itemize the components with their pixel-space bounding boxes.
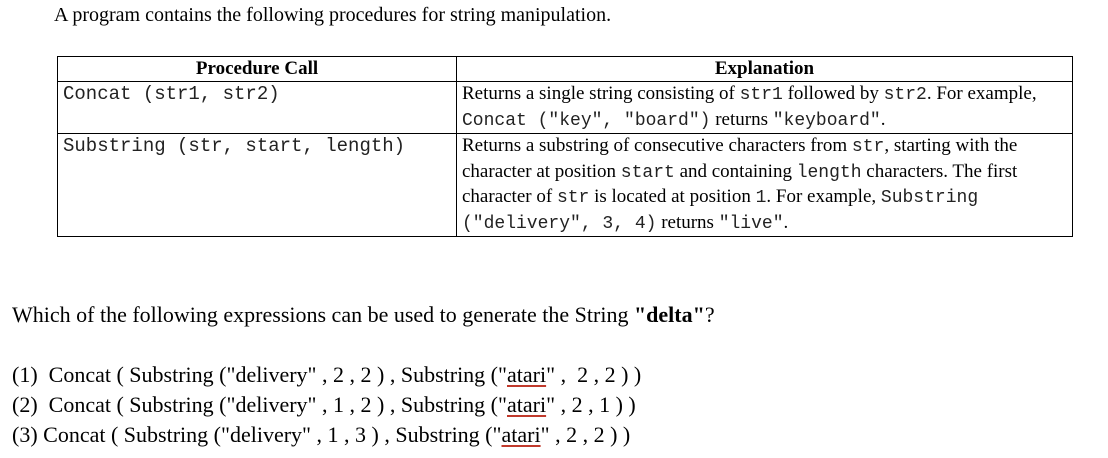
code-fragment: str [851,137,885,157]
procedure-table: Procedure Call Explanation Concat (str1,… [57,56,1073,237]
explanation-text: . For example, [766,186,881,207]
procedure-call-substring: Substring (str, start, length) [57,133,457,237]
explanation-text: returns [710,108,773,130]
table-row-substring: Substring (str, start, length) Returns a… [57,133,1073,237]
option-label: (1) [12,362,49,387]
option-expression-end: " , 2 , 1 ) ) [546,392,636,417]
option-2: (2) Concat ( Substring ("delivery" , 1 ,… [12,390,641,420]
option-expression: Concat ( Substring ("delivery" , 1 , 2 )… [48,392,507,417]
explanation-text: is located at position [589,186,756,207]
question-text: Which of the following expressions can b… [12,300,715,330]
table-header-row: Procedure Call Explanation [57,56,1073,82]
explanation-text: . [783,211,789,233]
option-3: (3) Concat ( Substring ("delivery" , 1 ,… [12,420,641,450]
header-procedure-call: Procedure Call [57,56,457,82]
option-expression: Concat ( Substring ("delivery" , 2 , 2 )… [48,362,507,387]
code-fragment: "live" [718,213,784,234]
header-explanation: Explanation [456,56,1073,82]
answer-options: (1) Concat ( Substring ("delivery" , 2 ,… [12,360,641,450]
code-fragment: str2 [883,85,927,105]
code-fragment: Substring ("delivery", 3, 4) [462,188,979,234]
code-fragment: 1 [755,188,767,208]
explanation-text: characters. The first character of [462,160,1018,208]
code-fragment: start [620,162,675,183]
explanation-text: . [880,108,886,130]
question-target-string: "delta" [633,302,705,327]
explanation-text: followed by [782,83,884,104]
question-suffix: ? [704,302,715,327]
explanation-substring: Returns a substring of consecutive chara… [456,133,1073,237]
code-fragment: Concat ("key", "board") [462,110,711,131]
option-1: (1) Concat ( Substring ("delivery" , 2 ,… [12,360,641,390]
explanation-text: , starting with the character at positio… [462,135,1018,182]
explanation-text: and containing [674,160,797,182]
code-fragment: "keyboard" [772,110,881,131]
explanation-text: Returns a substring of consecutive chara… [462,135,852,156]
question-prefix: Which of the following expressions can b… [12,302,634,327]
option-expression-end: " , 2 , 2 ) ) [546,362,642,387]
code-fragment: str1 [739,85,783,105]
option-expression: Concat ( Substring ("delivery" , 1 , 3 )… [43,422,502,447]
table-row-concat: Concat (str1, str2) Returns a single str… [57,81,1073,134]
procedure-call-concat: Concat (str1, str2) [57,81,457,134]
intro-text: A program contains the following procedu… [54,4,612,26]
explanation-concat: Returns a single string consisting of st… [456,81,1073,134]
option-label: (3) [12,422,44,447]
option-underlined-word: atari [501,422,541,447]
option-label: (2) [12,392,49,417]
option-underlined-word: atari [507,362,547,387]
code-fragment: str [556,188,590,208]
option-underlined-word: atari [507,392,547,417]
explanation-text: Returns a single string consisting of [462,83,740,104]
code-fragment: length [796,162,862,183]
explanation-text: . For example, [926,83,1037,104]
option-expression-end: " , 2 , 2 ) ) [540,422,631,447]
explanation-text: returns [656,211,719,233]
